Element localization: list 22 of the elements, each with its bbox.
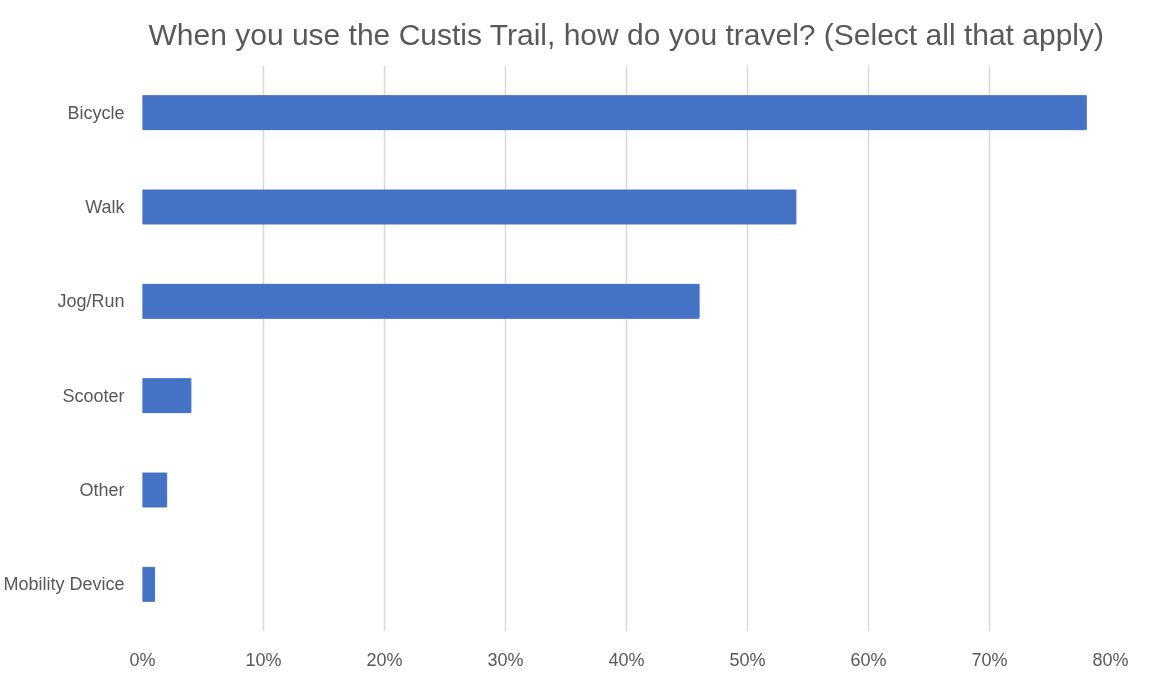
chart-title: When you use the Custis Trail, how do you travel? (Select all that apply) <box>148 17 1104 51</box>
x-tick-label: 50% <box>729 649 766 670</box>
x-tick-label: 30% <box>487 649 524 670</box>
bar <box>142 472 168 508</box>
y-tick-label: Scooter <box>62 385 125 406</box>
x-tick-label: 20% <box>366 649 403 670</box>
y-tick-label: Walk <box>85 197 126 217</box>
y-tick-label: Mobility Device <box>3 574 125 595</box>
x-tick-label: 80% <box>1092 649 1129 670</box>
bar <box>142 95 1087 131</box>
y-tick-label: Other <box>79 480 125 500</box>
x-tick-label: 40% <box>608 649 645 670</box>
bar <box>142 378 192 414</box>
y-tick-label: Jog/Run <box>57 291 125 312</box>
bar <box>142 566 156 602</box>
y-tick-label: Bicycle <box>67 102 125 123</box>
bar <box>142 283 700 319</box>
x-tick-label: 10% <box>245 649 282 670</box>
x-tick-label: 60% <box>850 649 887 670</box>
x-tick-label: 0% <box>129 649 156 670</box>
bar <box>142 189 797 225</box>
x-tick-label: 70% <box>971 649 1008 670</box>
